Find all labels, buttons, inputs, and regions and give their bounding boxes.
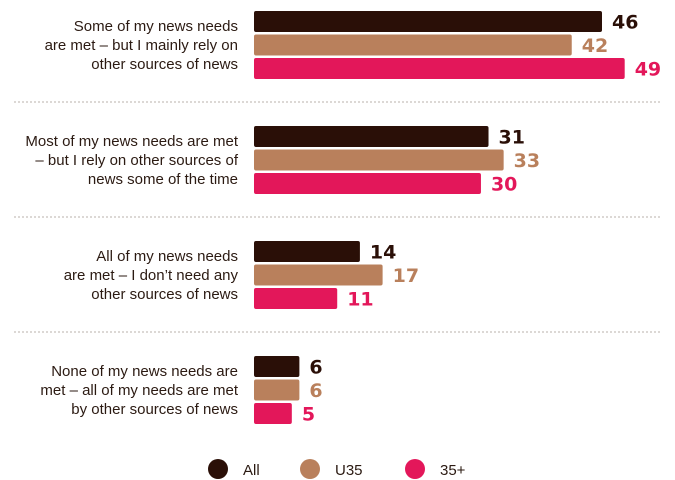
data-label: 33 (514, 150, 540, 172)
bar (254, 241, 360, 262)
category-label-line: – but I rely on other sources of (35, 152, 238, 169)
category-label-line: other sources of news (91, 286, 238, 303)
category-label-line: other sources of news (91, 56, 238, 73)
bar (254, 379, 300, 401)
category-label: None of my news needs are met – all of my… (40, 363, 238, 418)
legend-label: 35+ (440, 462, 466, 479)
bar (254, 58, 625, 79)
category-label: Some of my news needs are met – but I mai… (45, 18, 238, 73)
data-label: 14 (370, 242, 396, 264)
category-label: All of my news needs are met – I don’t ne… (64, 248, 239, 303)
data-label: 49 (635, 59, 661, 81)
legend-swatch (405, 459, 425, 479)
category-label-line: Some of my news needs (74, 18, 238, 35)
data-label: 46 (612, 12, 638, 34)
category-label-line: All of my news needs (96, 248, 238, 265)
data-label: 6 (309, 380, 322, 402)
bar (254, 403, 292, 424)
bar (254, 264, 383, 286)
bar (254, 11, 602, 32)
category-label-line: by other sources of news (71, 401, 238, 418)
legend-swatch (300, 459, 320, 479)
data-label: 6 (309, 357, 322, 379)
bar (254, 173, 481, 194)
data-label: 5 (302, 404, 315, 426)
data-label: 30 (491, 174, 517, 196)
legend-label: All (243, 462, 260, 479)
legend-label: U35 (335, 462, 363, 479)
bar (254, 34, 572, 56)
bar (254, 356, 300, 377)
data-label: 11 (347, 289, 373, 311)
category-label-line: news some of the time (88, 171, 238, 188)
category-label: Most of my news needs are met – but I rel… (25, 133, 238, 188)
data-label: 42 (582, 35, 608, 57)
category-label-line: met – all of my needs are met (40, 382, 238, 399)
category-label-line: None of my news needs are (51, 363, 238, 380)
bar (254, 288, 338, 309)
bar (254, 149, 504, 171)
category-label-line: Most of my news needs are met (25, 133, 238, 150)
data-label: 17 (393, 265, 419, 287)
data-label: 31 (499, 127, 525, 149)
bar (254, 126, 489, 147)
category-label-line: are met – I don’t need any (64, 267, 239, 284)
legend-swatch (208, 459, 228, 479)
category-label-line: are met – but I mainly rely on (45, 37, 238, 54)
